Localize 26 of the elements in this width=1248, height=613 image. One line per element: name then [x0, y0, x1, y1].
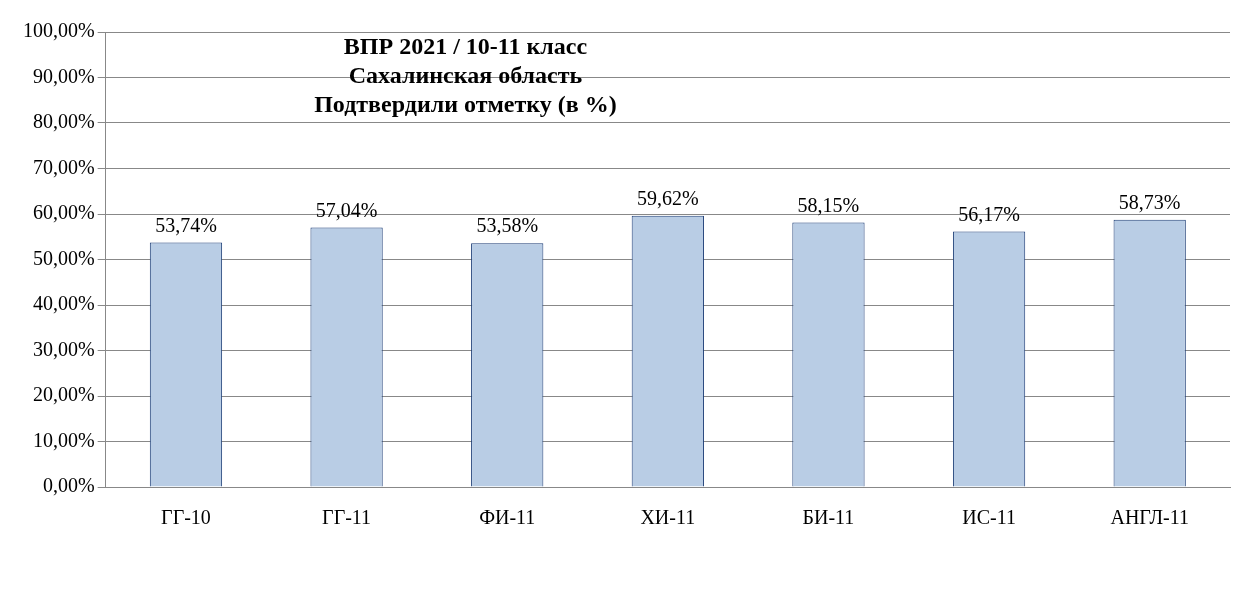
y-tick-label: 60,00%: [32, 201, 95, 224]
data-label: 58,15%: [797, 193, 860, 216]
data-label: 53,58%: [476, 214, 539, 237]
y-tick-label: 0,00%: [42, 474, 95, 497]
x-tick-label: БИ-11: [802, 506, 855, 529]
y-tick-label: 90,00%: [32, 64, 95, 87]
text: ВПР 2021 / 10-11 класс Сахалинская область Подтвердили отметку (в %): [314, 33, 617, 118]
y-tick-label: 50,00%: [32, 246, 95, 269]
data-label: 56,17%: [958, 202, 1020, 225]
y-tick-label: 40,00%: [32, 292, 95, 315]
y-tick-label: 20,00%: [32, 383, 95, 406]
y-tick-label: 100,00%: [22, 19, 95, 42]
y-tick-label: 30,00%: [32, 337, 95, 360]
x-tick-label: ГГ-10: [161, 506, 211, 529]
x-tick-label: ИС-11: [962, 506, 1016, 529]
data-label: 59,62%: [636, 186, 699, 209]
data-label: 58,73%: [1118, 191, 1181, 214]
y-tick-label: 10,00%: [32, 428, 95, 451]
y-tick-label: 80,00%: [32, 110, 95, 133]
y-tick-label: 70,00%: [32, 155, 95, 178]
data-label: 57,04%: [315, 198, 378, 221]
x-tick-label: ГГ-11: [322, 506, 372, 529]
x-tick-label: ХИ-11: [640, 506, 696, 529]
data-label: 53,74%: [155, 213, 217, 236]
x-tick-label: ФИ-11: [479, 506, 536, 529]
x-tick-label: АНГЛ-11: [1110, 506, 1189, 529]
